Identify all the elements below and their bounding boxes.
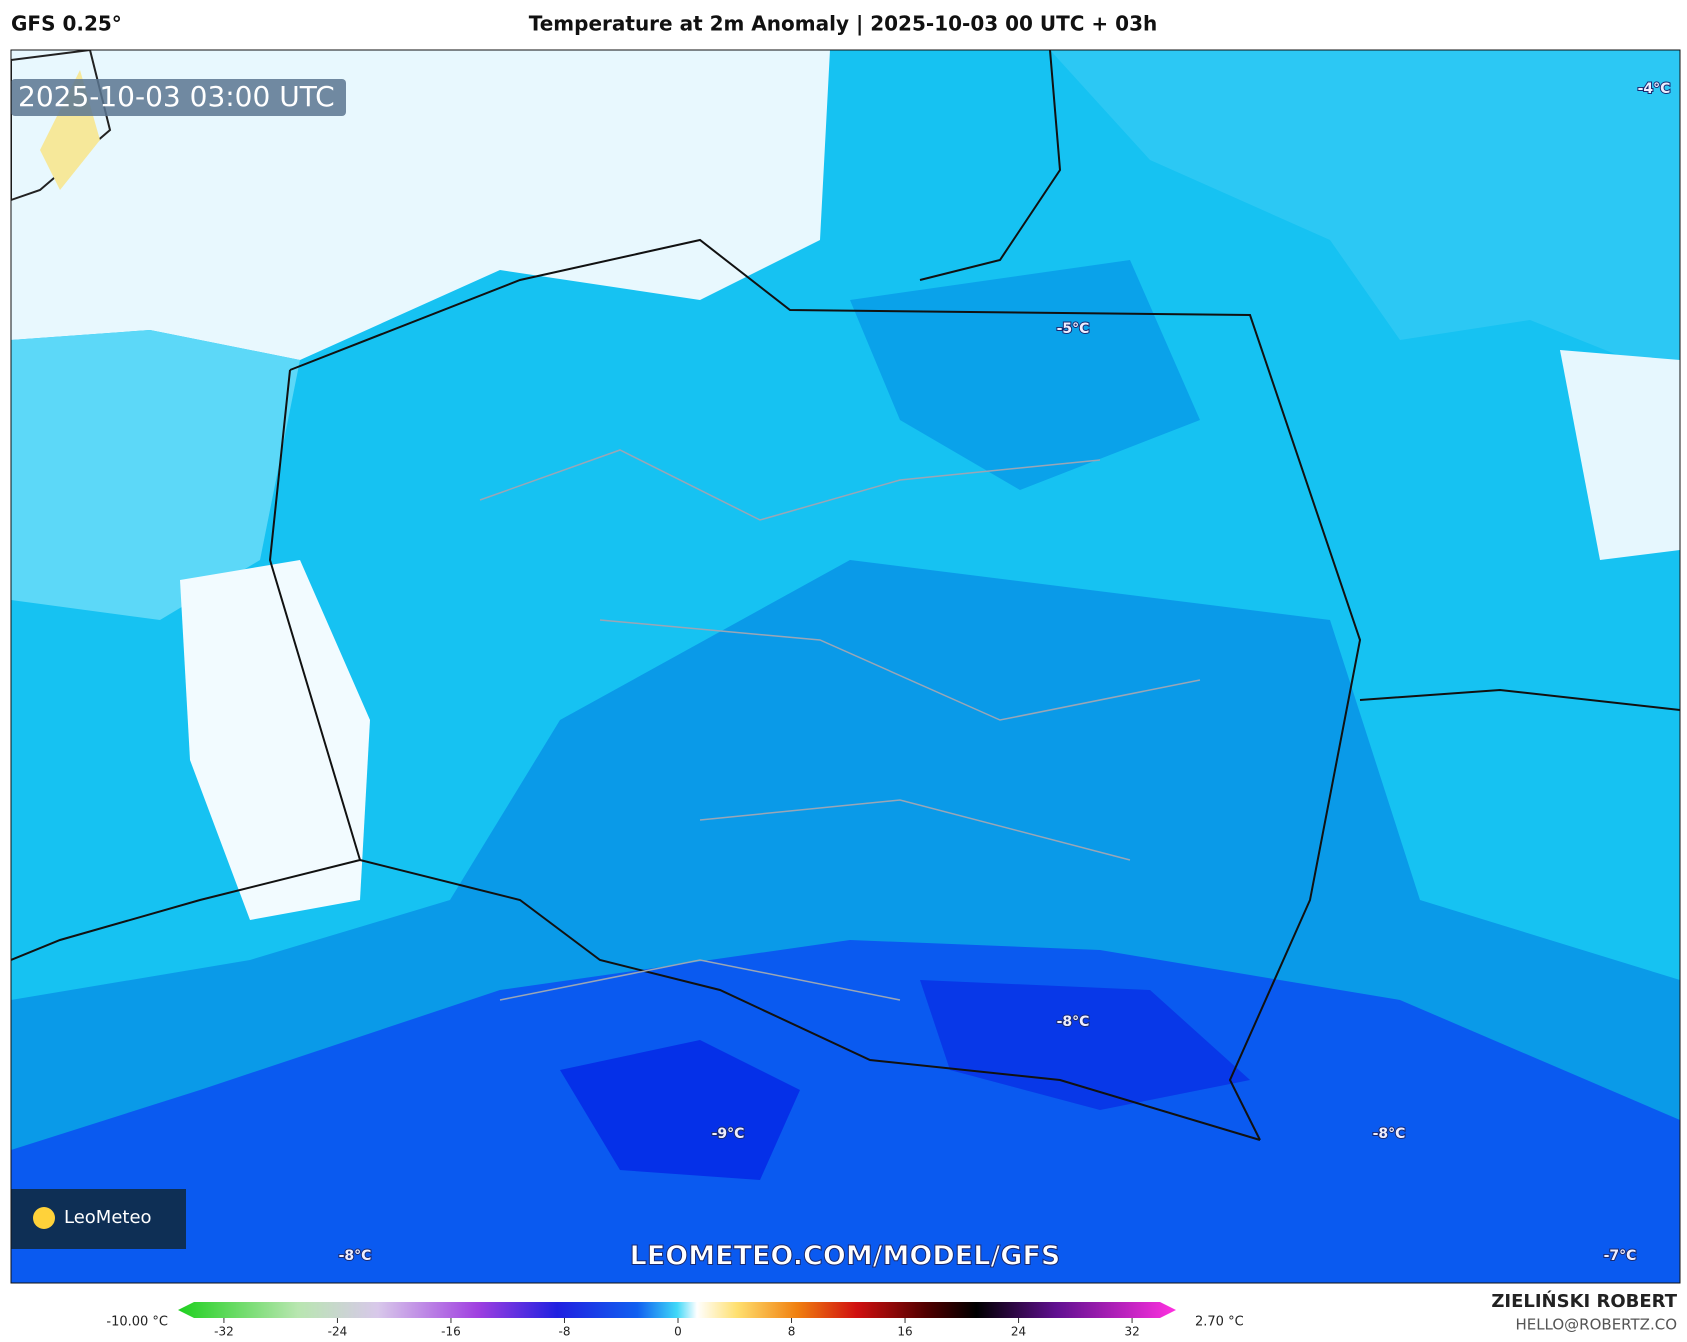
colorbar-tick-label: -32 — [214, 1325, 234, 1339]
colorbar-tick-label: 8 — [788, 1325, 796, 1339]
logo: LeoMeteo — [64, 1207, 152, 1228]
colorbar-tick-label: -24 — [328, 1325, 348, 1339]
map-frame — [10, 49, 1681, 1284]
warm-area — [11, 50, 830, 360]
model-name: GFS 0.25° — [11, 12, 122, 36]
value-label: -7°C — [1604, 1248, 1637, 1264]
author: ZIELIŃSKI ROBERT — [1491, 1290, 1677, 1312]
value-label: -4°C — [1638, 81, 1671, 97]
value-label: -8°C — [339, 1248, 372, 1264]
contact: HELLO@ROBERTZ.CO — [1515, 1316, 1677, 1334]
colorbar-max: 2.70 °C — [1195, 1315, 1244, 1330]
colorbar-tick-label: 32 — [1124, 1325, 1139, 1339]
colorbar-tick-label: 24 — [1011, 1325, 1026, 1339]
map-title: Temperature at 2m Anomaly | 2025-10-03 0… — [529, 12, 1157, 36]
region-border — [479, 449, 1201, 1001]
logo-sun — [33, 1207, 55, 1229]
timestamp: 2025-10-03 03:00 UTC — [18, 80, 335, 113]
colorbar-min: -10.00 °C — [106, 1315, 168, 1330]
warm-area — [1560, 350, 1680, 560]
map: 2025-10-03 03:00 UTC -4°C -5°C -8°C -9°C… — [11, 50, 1680, 1283]
zone — [11, 940, 1680, 1283]
warm-area — [180, 560, 370, 920]
border — [289, 238, 1362, 1141]
cold-core — [920, 980, 1250, 1110]
value-label: -5°C — [1057, 321, 1090, 337]
zone — [850, 260, 1200, 490]
colorbar-tick-label: 16 — [897, 1325, 912, 1339]
value-label: -8°C — [1057, 1014, 1090, 1030]
border — [359, 859, 1261, 1141]
zone — [11, 330, 300, 620]
watermark: LEOMETEO.COM/MODEL/GFS — [630, 1241, 1061, 1272]
border — [919, 50, 1062, 281]
zone — [1050, 50, 1680, 380]
cold-core — [560, 1040, 800, 1180]
value-label: -8°C — [1373, 1126, 1406, 1142]
border — [1359, 688, 1680, 711]
value-label: -9°C — [712, 1126, 745, 1142]
colorbar-tick-label: 0 — [674, 1325, 682, 1339]
colorbar — [178, 1302, 1176, 1318]
colorbar-ticks: -32 -24 -16 -8 0 8 16 24 32 — [214, 1318, 1140, 1339]
colorbar-tick-label: -16 — [441, 1325, 461, 1339]
timestamp-box — [11, 79, 346, 116]
colorbar-tick-label: -8 — [558, 1325, 570, 1339]
